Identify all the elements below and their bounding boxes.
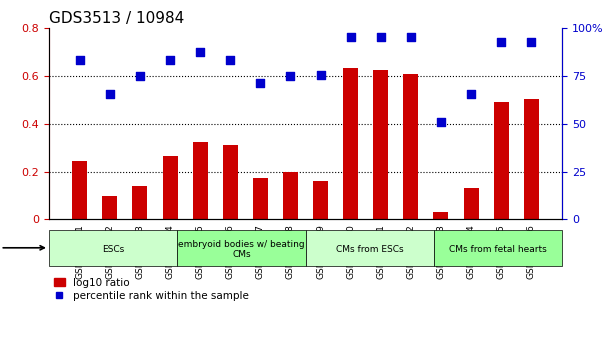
- Bar: [102, 195, 117, 219]
- Point: [255, 80, 265, 86]
- Point: [196, 50, 205, 55]
- Point: [105, 91, 115, 97]
- Point: [285, 74, 295, 79]
- Bar: [223, 145, 238, 219]
- Point: [436, 119, 446, 125]
- Bar: [433, 212, 448, 219]
- Bar: [253, 178, 268, 219]
- FancyBboxPatch shape: [177, 230, 306, 266]
- Bar: [72, 161, 87, 219]
- Point: [225, 57, 235, 63]
- Point: [376, 34, 386, 40]
- Text: CMs from ESCs: CMs from ESCs: [336, 245, 403, 254]
- Bar: [313, 181, 328, 219]
- Point: [466, 91, 476, 97]
- Text: ESCs: ESCs: [102, 245, 124, 254]
- Text: cell type: cell type: [0, 243, 44, 253]
- Legend: log10 ratio, percentile rank within the sample: log10 ratio, percentile rank within the …: [54, 278, 249, 301]
- Text: GDS3513 / 10984: GDS3513 / 10984: [49, 11, 184, 26]
- Bar: [133, 186, 147, 219]
- Text: CMs from fetal hearts: CMs from fetal hearts: [449, 245, 547, 254]
- Bar: [283, 172, 298, 219]
- Bar: [343, 68, 358, 219]
- Point: [527, 39, 536, 45]
- Text: embryoid bodies w/ beating
CMs: embryoid bodies w/ beating CMs: [178, 240, 305, 259]
- Bar: [494, 102, 509, 219]
- Point: [135, 74, 145, 79]
- Point: [346, 34, 356, 40]
- Bar: [163, 156, 178, 219]
- Bar: [464, 188, 478, 219]
- Point: [406, 34, 415, 40]
- FancyBboxPatch shape: [434, 230, 562, 266]
- FancyBboxPatch shape: [49, 230, 177, 266]
- FancyBboxPatch shape: [306, 230, 434, 266]
- Bar: [192, 142, 208, 219]
- Point: [75, 57, 84, 63]
- Bar: [524, 99, 539, 219]
- Point: [165, 57, 175, 63]
- Bar: [373, 70, 388, 219]
- Point: [496, 39, 506, 45]
- Bar: [403, 74, 419, 219]
- Point: [316, 72, 326, 78]
